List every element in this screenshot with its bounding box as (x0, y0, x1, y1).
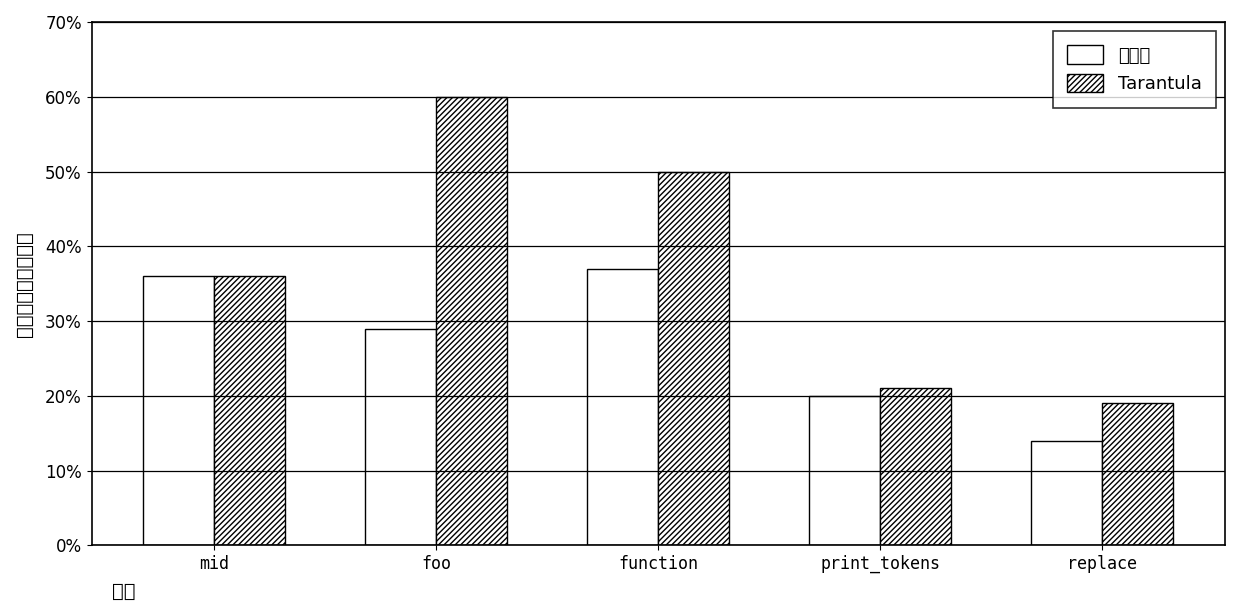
Bar (880, 389, 951, 546)
Bar (810, 396, 880, 546)
Bar (658, 172, 729, 546)
Y-axis label: 平均检测语句百分比: 平均检测语句百分比 (15, 231, 33, 337)
Bar (215, 276, 285, 546)
Bar (588, 268, 658, 546)
Bar (143, 276, 215, 546)
Bar (1032, 441, 1102, 546)
Text: 程序: 程序 (113, 582, 135, 601)
Bar (436, 97, 507, 546)
Legend: 本发明, Tarantula: 本发明, Tarantula (1053, 31, 1216, 108)
Bar (1102, 403, 1173, 546)
Bar (365, 329, 436, 546)
